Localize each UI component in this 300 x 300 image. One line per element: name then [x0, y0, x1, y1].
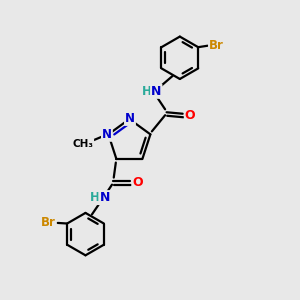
Text: N: N	[125, 112, 135, 125]
Text: H: H	[142, 85, 152, 98]
Text: O: O	[132, 176, 143, 189]
Text: Br: Br	[209, 39, 224, 52]
Text: N: N	[102, 128, 112, 141]
Text: H: H	[90, 191, 100, 204]
Text: O: O	[185, 109, 196, 122]
Text: CH₃: CH₃	[72, 139, 93, 149]
Text: Br: Br	[40, 216, 56, 230]
Text: N: N	[99, 191, 110, 204]
Text: N: N	[151, 85, 161, 98]
